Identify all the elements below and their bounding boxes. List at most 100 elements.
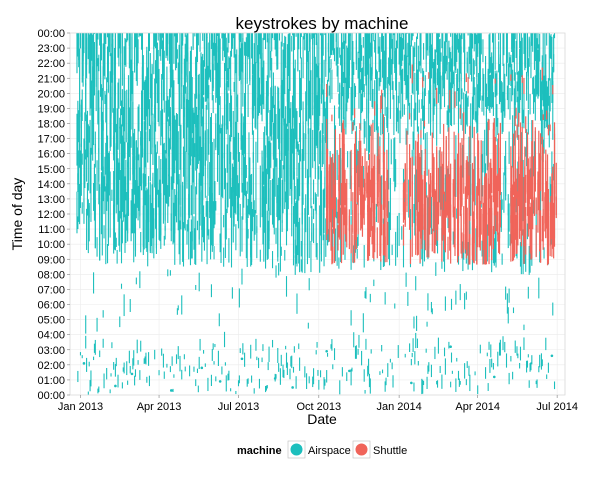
airspace-streak (305, 91, 307, 140)
airspace-streak (221, 124, 223, 196)
airspace-streak (532, 77, 534, 95)
airspace-streak (491, 33, 494, 43)
airspace-streak (339, 84, 341, 126)
airspace-streak (106, 77, 108, 159)
airspace-streak (96, 33, 98, 67)
shuttle-streak (510, 187, 512, 224)
airspace-streak (537, 49, 539, 79)
airspace-streak (537, 67, 539, 99)
airspace-streak (319, 131, 321, 165)
airspace-streak (219, 233, 221, 243)
airspace-streak (190, 219, 192, 259)
airspace-streak (545, 337, 547, 351)
airspace-streak (239, 203, 241, 257)
airspace-streak (381, 93, 384, 135)
shuttle-streak (530, 177, 532, 200)
shuttle-streak (485, 232, 488, 265)
airspace-streak (530, 33, 532, 48)
airspace-streak (308, 216, 310, 259)
airspace-streak (296, 184, 298, 223)
shuttle-streak (480, 208, 482, 235)
shuttle-streak (421, 215, 423, 249)
shuttle-streak (487, 120, 489, 200)
airspace-streak (281, 33, 283, 47)
airspace-streak (263, 60, 265, 109)
airspace-streak (414, 174, 416, 236)
airspace-streak (550, 34, 552, 60)
airspace-streak (200, 52, 202, 123)
airspace-streak (541, 359, 543, 367)
airspace-streak (93, 272, 95, 294)
airspace-streak (256, 215, 258, 233)
airspace-streak (548, 33, 550, 81)
airspace-streak (166, 66, 168, 129)
airspace-streak (146, 376, 148, 383)
airspace-streak (132, 156, 134, 234)
airspace-streak (511, 33, 513, 50)
airspace-streak (98, 107, 100, 182)
airspace-streak (541, 109, 543, 161)
airspace-streak (76, 33, 78, 74)
airspace-streak (274, 133, 276, 197)
airspace-streak (185, 48, 187, 83)
airspace-streak (222, 153, 224, 199)
airspace-streak (272, 122, 274, 157)
airspace-streak (135, 33, 137, 82)
airspace-streak (278, 150, 281, 221)
airspace-streak (330, 33, 332, 55)
airspace-streak (117, 374, 119, 388)
shuttle-streak (512, 234, 515, 261)
shuttle-streak (374, 154, 376, 210)
airspace-streak (427, 365, 429, 374)
airspace-streak (328, 56, 330, 73)
airspace-streak (245, 37, 247, 56)
shuttle-streak (496, 213, 498, 231)
shuttle-streak (350, 175, 352, 202)
airspace-streak (347, 33, 350, 50)
airspace-streak (428, 362, 430, 372)
airspace-streak (278, 33, 281, 41)
shuttle-streak (491, 167, 493, 193)
airspace-streak (292, 206, 295, 266)
airspace-streak (286, 128, 288, 206)
airspace-streak (136, 147, 138, 208)
airspace-streak (533, 88, 535, 103)
airspace-streak (227, 33, 229, 53)
airspace-streak (497, 138, 499, 177)
airspace-streak (230, 151, 232, 218)
shuttle-streak (552, 84, 554, 95)
airspace-streak (318, 379, 320, 390)
airspace-streak (300, 33, 302, 38)
airspace-streak (197, 33, 199, 46)
airspace-streak (215, 376, 217, 382)
airspace-streak (114, 33, 116, 96)
airspace-streak (125, 159, 127, 191)
airspace-streak (78, 110, 80, 143)
airspace-streak (548, 95, 550, 131)
airspace-streak (545, 93, 547, 122)
airspace-streak (155, 144, 157, 229)
airspace-streak (308, 80, 310, 112)
airspace-streak (245, 190, 247, 259)
airspace-streak (326, 370, 328, 383)
airspace-streak (156, 43, 158, 104)
airspace-streak (340, 54, 342, 66)
airspace-streak (546, 374, 548, 379)
airspace-streak (134, 203, 136, 234)
airspace-streak (278, 190, 281, 210)
airspace-streak (478, 33, 480, 44)
airspace-streak (369, 378, 371, 394)
shuttle-streak (469, 125, 471, 207)
airspace-streak (383, 116, 385, 155)
airspace-streak (436, 33, 439, 65)
airspace-streak (435, 54, 437, 83)
airspace-streak (242, 135, 244, 156)
airspace-streak (295, 200, 297, 227)
airspace-streak (189, 231, 192, 266)
shuttle-streak (448, 127, 450, 137)
shuttle-streak (487, 212, 489, 236)
airspace-streak (374, 39, 376, 53)
airspace-streak (416, 73, 418, 91)
airspace-streak (193, 112, 195, 190)
airspace-streak (282, 165, 284, 214)
